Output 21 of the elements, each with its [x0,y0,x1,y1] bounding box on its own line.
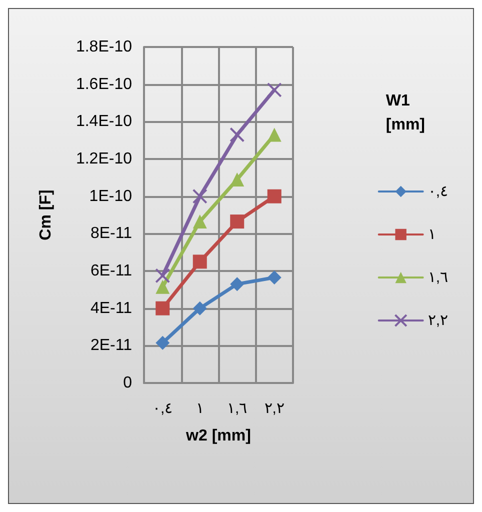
y-tick-label: 1.2E-10 [76,150,132,168]
legend-title: W1 [mm] [386,92,425,134]
legend-label: ١ [428,226,436,243]
legend-label: ٢,٢ [428,312,448,329]
x-tick-label: ٢,٢ [264,400,284,417]
y-axis-title: Cm [F] [38,190,54,240]
x-tick-label: ٠,٤ [152,400,173,417]
legend-label: ١,٦ [428,269,448,286]
y-tick-label: 4E-11 [90,300,132,317]
legend-label: ٠,٤ [428,183,448,200]
y-tick-label: 8E-11 [90,225,132,242]
x-tick-label: ١,٦ [227,400,248,417]
x-axis-title: w2 [mm] [185,428,251,444]
y-tick-label: 1.6E-10 [76,76,132,93]
y-tick-label: 0 [123,374,132,392]
y-tick-label: 1.8E-10 [76,38,132,56]
x-tick-label: ١ [196,400,204,417]
y-tick-label: 6E-11 [90,262,132,280]
y-tick-label: 1E-10 [89,188,132,205]
y-tick-label: 2E-11 [90,337,132,354]
y-tick-label: 1.4E-10 [76,113,132,130]
